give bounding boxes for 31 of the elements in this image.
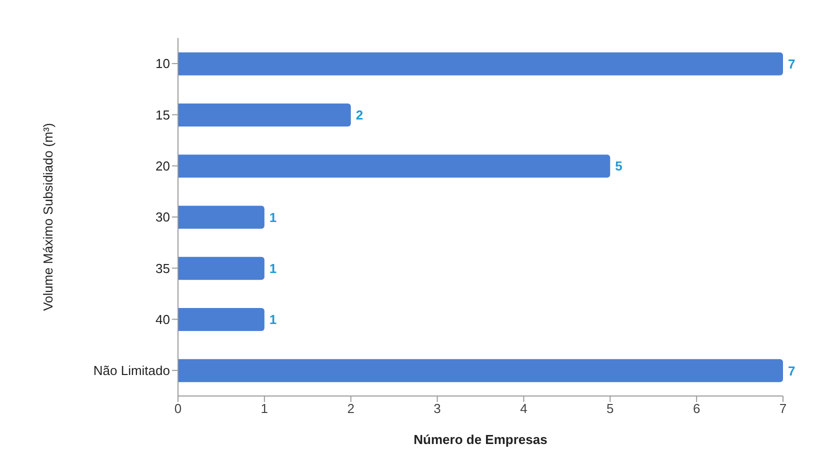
data-label: 7: [788, 56, 796, 72]
x-tick-label: 4: [520, 401, 528, 416]
y-tick-label: 40: [156, 312, 170, 327]
bar: [178, 308, 264, 332]
y-tick-label: 20: [156, 158, 170, 174]
x-tick-label: 7: [779, 401, 787, 416]
bar: [178, 154, 610, 178]
x-tick-label: 1: [260, 401, 268, 416]
x-tick-label: 3: [434, 401, 441, 416]
y-axis-title: Volume Máximo Subsidiado (m³): [40, 123, 56, 311]
x-tick-label: 0: [174, 401, 182, 416]
data-label: 5: [615, 158, 622, 174]
data-label: 1: [269, 312, 277, 328]
y-tick-label: 35: [156, 260, 170, 276]
y-tick-label: 30: [156, 210, 170, 225]
y-tick-label: 10: [156, 56, 170, 72]
bar: [178, 359, 783, 382]
x-tick-label: 5: [606, 401, 614, 416]
bar: [178, 206, 264, 229]
x-tick-label: 2: [347, 401, 354, 416]
data-label: 1: [269, 261, 277, 276]
data-label: 7: [788, 363, 796, 378]
bar: [178, 103, 351, 126]
bar: [178, 52, 783, 76]
bar: [178, 256, 264, 280]
y-tick-label: 15: [156, 107, 170, 122]
data-label: 2: [356, 108, 364, 123]
data-label: 1: [269, 210, 277, 225]
x-axis-title: Número de Empresas: [414, 432, 548, 447]
y-tick-label: Não Limitado: [93, 363, 170, 378]
x-tick-label: 6: [692, 401, 700, 416]
